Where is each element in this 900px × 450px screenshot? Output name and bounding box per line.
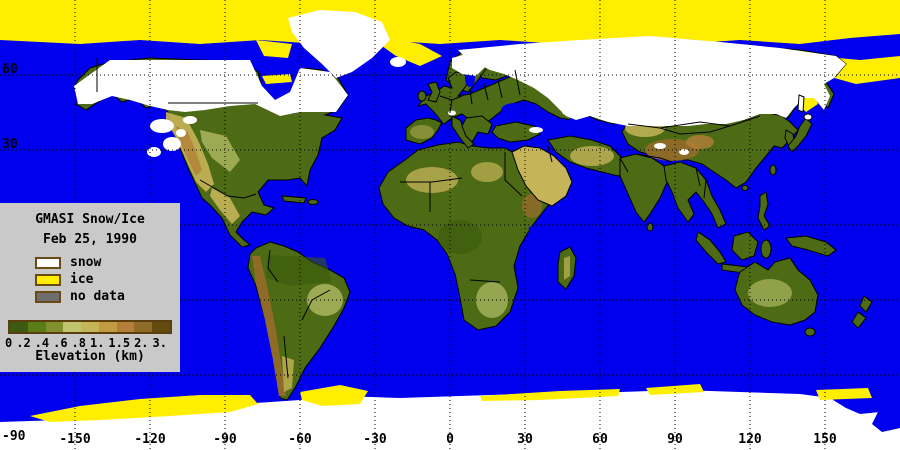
colorbar-tick: 2. <box>134 336 149 350</box>
antarctic-ice-fringe <box>30 384 872 422</box>
borneo <box>731 231 759 261</box>
legend-item-label: ice <box>70 272 94 287</box>
legend-item-no-data: no data <box>35 288 125 305</box>
taiwan <box>769 164 777 176</box>
colorbar-cell <box>98 322 117 332</box>
greenland <box>288 10 390 78</box>
legend-item-ice: ice <box>35 271 125 288</box>
africa-borders <box>400 152 523 283</box>
colorbar-cell <box>27 322 46 332</box>
africa <box>378 141 577 331</box>
colorbar-tick: .2 <box>16 336 31 350</box>
lat-tick-label: -90 <box>2 429 26 444</box>
lon-tick-label: 120 <box>738 432 762 447</box>
colorbar-tick-labels: 0.2.4.6.8 1. 1.5 2. 3. <box>5 336 171 350</box>
legend-title: GMASI Snow/Ice <box>35 212 145 227</box>
legend-item-label: no data <box>70 289 125 304</box>
eurasia-borders <box>439 69 761 199</box>
lake-victoria <box>528 226 534 232</box>
sulawesi <box>760 239 772 259</box>
colorbar-cell <box>10 322 28 332</box>
lon-tick-label: -60 <box>288 432 312 447</box>
legend-swatch <box>35 290 61 303</box>
colorbar-tick: .6 <box>53 336 68 350</box>
ross-sea-notch <box>872 404 900 432</box>
new-guinea <box>785 235 837 257</box>
colorbar-cell <box>134 322 153 332</box>
legend-swatch <box>35 256 61 269</box>
sumatra <box>695 231 727 265</box>
colorbar-cell <box>116 322 135 332</box>
colorbar-tick: .4 <box>34 336 50 350</box>
colorbar-tick: 1.5 <box>108 336 131 350</box>
south-america <box>247 241 351 401</box>
lon-tick-label: -150 <box>59 432 91 447</box>
colorbar-tick: 1. <box>89 336 105 350</box>
hainan <box>741 185 749 191</box>
legend-items: snow ice no data <box>35 254 125 305</box>
lon-tick-label: 150 <box>813 432 837 447</box>
japan <box>787 117 813 153</box>
colorbar-tick: .8 <box>71 336 86 350</box>
colorbar-cell <box>152 322 171 332</box>
colorbar-cell <box>45 322 64 332</box>
elevation-colorbar <box>8 320 172 334</box>
lon-tick-label: -120 <box>134 432 166 447</box>
colorbar-cell <box>81 322 99 332</box>
australia <box>734 257 873 337</box>
na-snow-cover <box>74 60 348 157</box>
lon-tick-label: -30 <box>363 432 387 447</box>
colorbar-caption: Elevation (km) <box>35 349 145 364</box>
legend-item-label: snow <box>70 255 102 270</box>
lon-tick-label: 30 <box>517 432 533 447</box>
legend-date: Feb 25, 1990 <box>43 232 137 247</box>
islands <box>417 81 837 275</box>
lon-tick-label: 60 <box>592 432 608 447</box>
tasmania <box>804 327 816 337</box>
lon-tick-label: 90 <box>667 432 683 447</box>
legend-panel: GMASI Snow/Ice Feb 25, 1990 snow ice no da… <box>0 203 180 372</box>
ireland <box>417 90 427 102</box>
sakhalin <box>797 94 805 113</box>
lat-tick-label: 30 <box>2 137 18 152</box>
legend-item-snow: snow <box>35 254 125 271</box>
lat-tick-label: 60 <box>2 62 18 77</box>
colorbar-tick: 3. <box>152 336 167 350</box>
iceland <box>390 57 406 67</box>
lon-tick-label: -90 <box>213 432 237 447</box>
lon-tick-label: 0 <box>446 432 454 447</box>
na-elevation <box>166 112 240 224</box>
philippines <box>757 191 771 231</box>
colorbar-cell <box>63 322 82 332</box>
britain <box>427 81 441 103</box>
hokkaido <box>803 113 813 121</box>
colorbar-tick: 0 <box>5 336 13 350</box>
legend-swatch <box>35 273 61 286</box>
